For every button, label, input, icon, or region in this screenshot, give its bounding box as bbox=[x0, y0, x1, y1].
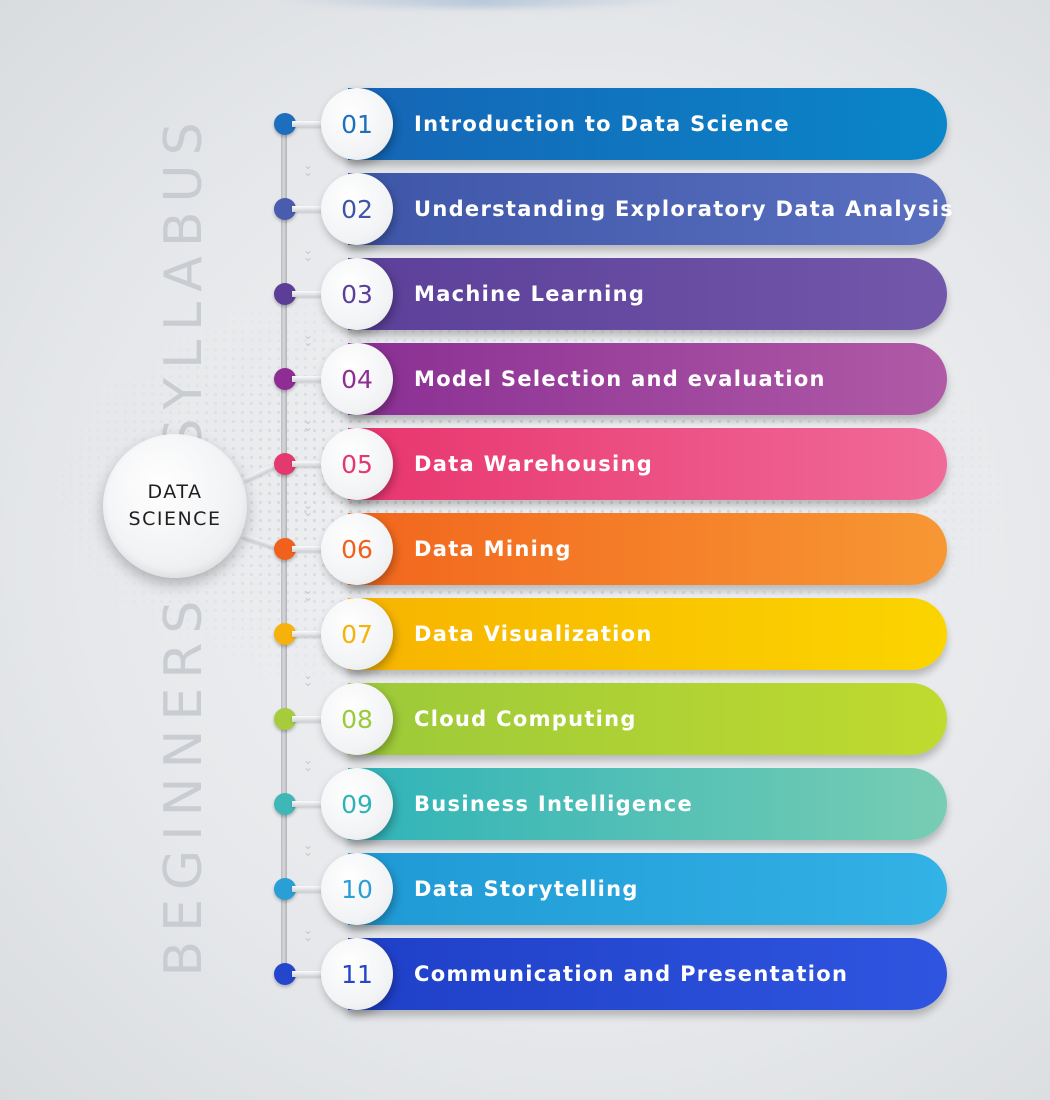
timeline-connector bbox=[292, 121, 332, 127]
timeline-dot bbox=[274, 453, 296, 475]
item-number: 11 bbox=[341, 959, 373, 989]
item-bar: Communication and Presentation bbox=[348, 938, 947, 1010]
item-label: Business Intelligence bbox=[414, 792, 694, 816]
item-bar: Machine Learning bbox=[348, 258, 947, 330]
syllabus-item: Business Intelligence 09 bbox=[0, 768, 1050, 842]
timeline-dot bbox=[274, 708, 296, 730]
timeline-connector bbox=[292, 546, 332, 552]
item-number-badge: 03 bbox=[321, 258, 393, 330]
timeline-dot bbox=[274, 623, 296, 645]
chevron-down-icon: ⌄ ⌄ bbox=[302, 413, 314, 434]
item-number-badge: 10 bbox=[321, 853, 393, 925]
item-number: 04 bbox=[341, 364, 373, 394]
timeline-connector bbox=[292, 376, 332, 382]
item-label: Cloud Computing bbox=[414, 707, 637, 731]
timeline-connector bbox=[292, 716, 332, 722]
item-number: 05 bbox=[341, 449, 373, 479]
item-number-badge: 04 bbox=[321, 343, 393, 415]
item-bar: Data Mining bbox=[348, 513, 947, 585]
chevron-down-icon: ⌄ ⌄ bbox=[302, 838, 314, 859]
top-decoration bbox=[270, 0, 690, 8]
timeline-dot bbox=[274, 113, 296, 135]
timeline-connector bbox=[292, 971, 332, 977]
syllabus-item: Model Selection and evaluation 04 bbox=[0, 343, 1050, 417]
item-number: 10 bbox=[341, 874, 373, 904]
timeline-dot bbox=[274, 368, 296, 390]
syllabus-item: Introduction to Data Science 01 bbox=[0, 88, 1050, 162]
item-bar: Data Visualization bbox=[348, 598, 947, 670]
item-label: Communication and Presentation bbox=[414, 962, 849, 986]
item-label: Data Mining bbox=[414, 537, 572, 561]
item-number-badge: 07 bbox=[321, 598, 393, 670]
item-bar: Data Storytelling bbox=[348, 853, 947, 925]
item-bar: Model Selection and evaluation bbox=[348, 343, 947, 415]
item-bar: Understanding Exploratory Data Analysis bbox=[348, 173, 953, 245]
timeline-connector bbox=[292, 631, 332, 637]
item-bar: Introduction to Data Science bbox=[348, 88, 947, 160]
chevron-down-icon: ⌄ ⌄ bbox=[302, 243, 314, 264]
item-label: Introduction to Data Science bbox=[414, 112, 790, 136]
item-number-badge: 01 bbox=[321, 88, 393, 160]
timeline-dot bbox=[274, 793, 296, 815]
syllabus-item: Data Mining 06 bbox=[0, 513, 1050, 587]
item-label: Understanding Exploratory Data Analysis bbox=[414, 197, 954, 221]
syllabus-item: Communication and Presentation 11 bbox=[0, 938, 1050, 1012]
timeline-connector bbox=[292, 461, 332, 467]
syllabus-item: Understanding Exploratory Data Analysis 0… bbox=[0, 173, 1050, 247]
chevron-down-icon: ⌄ ⌄ bbox=[302, 753, 314, 774]
timeline-dot bbox=[274, 283, 296, 305]
timeline-dot bbox=[274, 963, 296, 985]
item-number-badge: 08 bbox=[321, 683, 393, 755]
item-bar: Business Intelligence bbox=[348, 768, 947, 840]
item-number-badge: 11 bbox=[321, 938, 393, 1010]
timeline-dot bbox=[274, 538, 296, 560]
item-label: Data Storytelling bbox=[414, 877, 639, 901]
syllabus-item: Data Warehousing 05 bbox=[0, 428, 1050, 502]
timeline-dot bbox=[274, 198, 296, 220]
timeline-connector bbox=[292, 206, 332, 212]
hub-label-line1: DATA bbox=[147, 481, 203, 503]
item-number-badge: 09 bbox=[321, 768, 393, 840]
timeline-connector bbox=[292, 801, 332, 807]
item-label: Machine Learning bbox=[414, 282, 646, 306]
chevron-down-icon: ⌄ ⌄ bbox=[302, 668, 314, 689]
item-number: 08 bbox=[341, 704, 373, 734]
timeline-connector bbox=[292, 291, 332, 297]
syllabus-item: Machine Learning 03 bbox=[0, 258, 1050, 332]
hub-label: DATA SCIENCE bbox=[110, 479, 240, 533]
item-number: 01 bbox=[341, 109, 373, 139]
item-number-badge: 02 bbox=[321, 173, 393, 245]
chevron-down-icon: ⌄ ⌄ bbox=[302, 158, 314, 179]
item-label: Data Visualization bbox=[414, 622, 653, 646]
chevron-down-icon: ⌄ ⌄ bbox=[302, 583, 314, 604]
hub-circle: DATA SCIENCE bbox=[103, 434, 247, 578]
chevron-down-icon: ⌄ ⌄ bbox=[302, 498, 314, 519]
chevron-down-icon: ⌄ ⌄ bbox=[302, 328, 314, 349]
syllabus-item: Data Visualization 07 bbox=[0, 598, 1050, 672]
syllabus-item: Data Storytelling 10 bbox=[0, 853, 1050, 927]
item-number: 06 bbox=[341, 534, 373, 564]
item-bar: Cloud Computing bbox=[348, 683, 947, 755]
item-number-badge: 05 bbox=[321, 428, 393, 500]
timeline-connector bbox=[292, 886, 332, 892]
chevron-down-icon: ⌄ ⌄ bbox=[302, 923, 314, 944]
timeline-dot bbox=[274, 878, 296, 900]
item-label: Model Selection and evaluation bbox=[414, 367, 826, 391]
item-number: 02 bbox=[341, 194, 373, 224]
item-number: 09 bbox=[341, 789, 373, 819]
item-number-badge: 06 bbox=[321, 513, 393, 585]
item-number: 03 bbox=[341, 279, 373, 309]
item-bar: Data Warehousing bbox=[348, 428, 947, 500]
syllabus-item: Cloud Computing 08 bbox=[0, 683, 1050, 757]
item-number: 07 bbox=[341, 619, 373, 649]
item-label: Data Warehousing bbox=[414, 452, 654, 476]
hub-label-line2: SCIENCE bbox=[128, 508, 222, 530]
